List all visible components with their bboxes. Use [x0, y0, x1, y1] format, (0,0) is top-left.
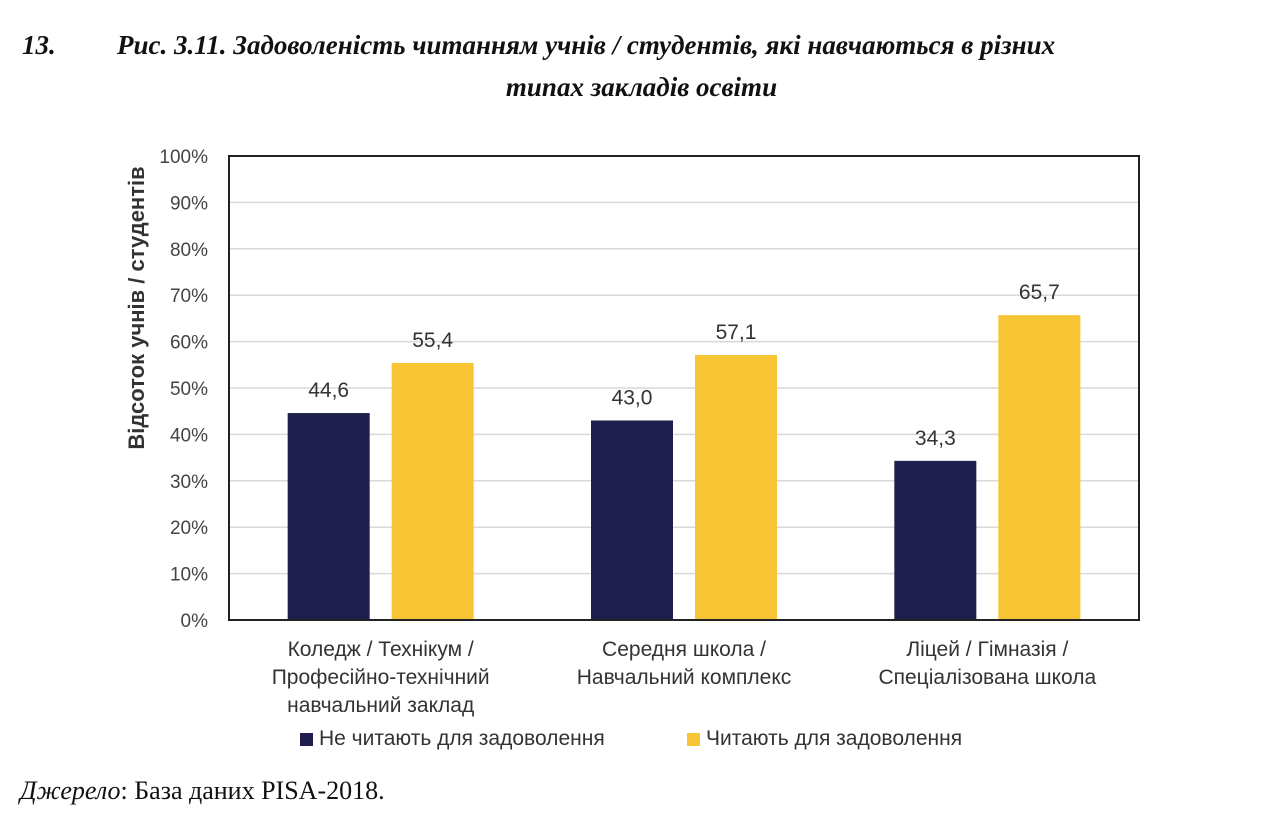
- data-label: 43,0: [612, 386, 653, 409]
- figure-number: 13.: [22, 30, 56, 60]
- bar: [695, 355, 777, 620]
- bars: [287, 315, 1081, 620]
- bar: [287, 413, 370, 620]
- bar: [591, 420, 673, 620]
- data-label: 34,3: [915, 427, 956, 450]
- legend-label: Не читають для задоволення: [319, 727, 605, 750]
- x-tick-label: Ліцей / Гімназія /: [906, 638, 1068, 661]
- y-tick-label: 60%: [170, 333, 208, 354]
- y-tick-labels: 0% 10% 20% 30% 40% 50% 60% 70% 80% 90% 100%: [159, 147, 208, 632]
- y-tick-label: 20%: [170, 518, 208, 539]
- y-tick-label: 10%: [170, 565, 208, 586]
- legend: Не читають для задоволення Читають для за…: [300, 727, 962, 750]
- y-tick-label: 0%: [181, 611, 209, 632]
- source-text: База даних PISA-2018.: [134, 776, 385, 805]
- y-tick-label: 80%: [170, 240, 208, 261]
- x-tick-label: навчальний заклад: [287, 694, 474, 717]
- x-tick-label: Коледж / Технікум /: [288, 638, 474, 661]
- gridlines: [229, 201, 1139, 575]
- y-axis-label: Відсоток учнів / студентів: [124, 166, 149, 449]
- bar: [998, 315, 1081, 620]
- y-tick-label: 90%: [170, 193, 208, 214]
- bar: [391, 362, 474, 620]
- data-label: 57,1: [716, 321, 757, 344]
- figure-title-line-2: типах закладів освіти: [505, 72, 778, 102]
- x-tick-label: Середня школа /: [602, 638, 766, 661]
- legend-swatch: [300, 733, 313, 746]
- y-tick-label: 70%: [170, 286, 208, 307]
- x-tick-label: Професійно-технічний: [272, 666, 490, 689]
- x-tick-label: Навчальний комплекс: [577, 666, 792, 689]
- data-label: 55,4: [412, 329, 453, 352]
- source-note: Джерело: База даних PISA-2018.: [20, 776, 385, 806]
- y-tick-label: 50%: [170, 379, 208, 400]
- data-labels: 44,6 43,0 34,3 55,4 57,1 65,7: [308, 281, 1060, 450]
- figure-title-line-1: Рис. 3.11. Задоволеність читанням учнів …: [117, 30, 1056, 60]
- plot-frame: [228, 155, 1140, 621]
- y-tick-label: 30%: [170, 472, 208, 493]
- x-category-labels: Коледж / Технікум / Професійно-технічний н…: [272, 638, 1097, 717]
- source-label: Джерело: [20, 776, 121, 805]
- y-tick-label: 40%: [170, 425, 208, 446]
- data-label: 44,6: [308, 379, 349, 402]
- bar: [894, 460, 977, 620]
- source-separator: :: [120, 776, 135, 805]
- y-tick-label: 100%: [159, 147, 208, 168]
- x-tick-label: Спеціалізована школа: [878, 666, 1096, 689]
- data-label: 65,7: [1019, 281, 1060, 304]
- legend-swatch: [687, 733, 700, 746]
- legend-label: Читають для задоволення: [706, 727, 962, 750]
